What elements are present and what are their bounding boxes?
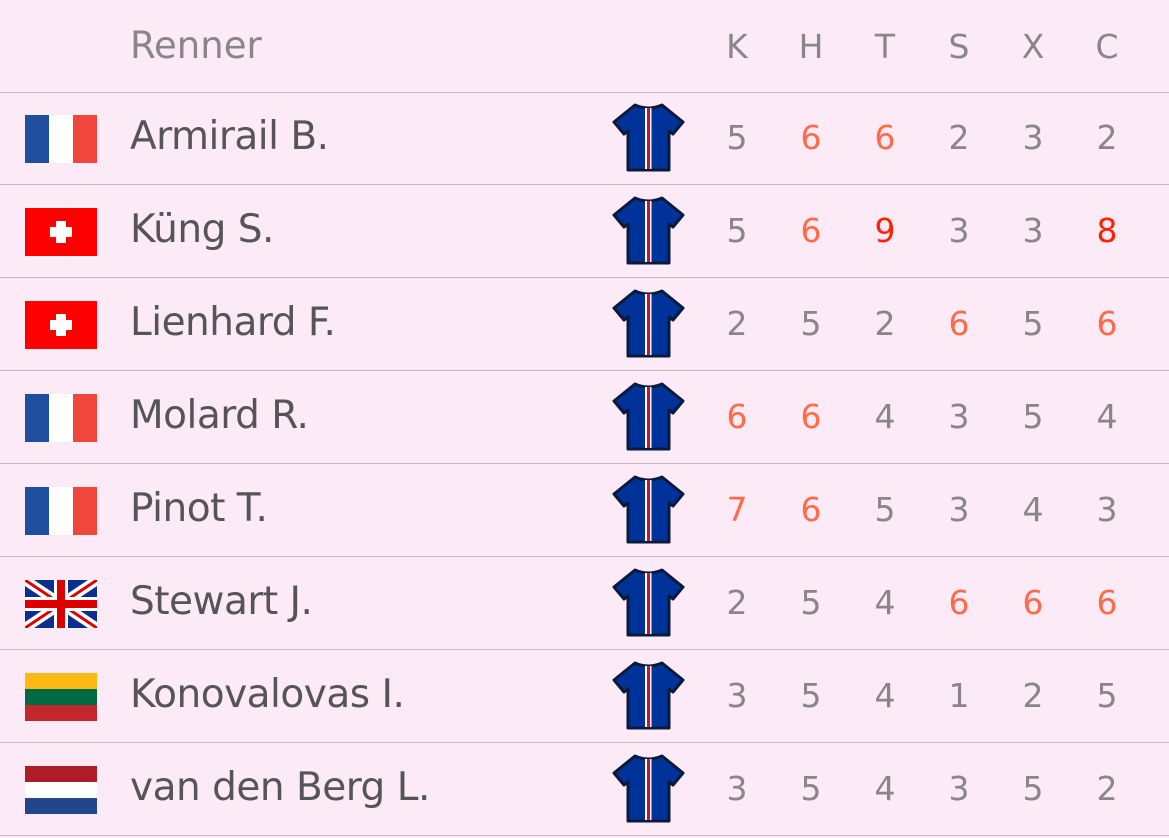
stat-x: 4 (1022, 490, 1044, 529)
rider-name[interactable]: Konovalovas I. (130, 672, 405, 717)
stat-k: 2 (726, 304, 748, 343)
stat-k: 5 (726, 118, 748, 157)
stat-k: 3 (726, 676, 748, 715)
table-row[interactable]: Konovalovas I. 3 5 4 1 2 5 (0, 650, 1169, 743)
team-jersey-icon (611, 381, 686, 453)
stat-h: 6 (800, 397, 822, 436)
stat-c: 3 (1096, 490, 1118, 529)
rider-name[interactable]: Pinot T. (130, 486, 268, 531)
flag-united-kingdom-icon (25, 580, 97, 628)
rider-name[interactable]: Stewart J. (130, 579, 313, 624)
stat-t: 6 (874, 118, 896, 157)
stat-x: 6 (1022, 583, 1044, 622)
stat-h: 5 (800, 583, 822, 622)
stat-x: 5 (1022, 397, 1044, 436)
column-header-c[interactable]: C (1095, 27, 1119, 66)
stat-t: 5 (874, 490, 896, 529)
flag-netherlands-icon (25, 766, 97, 814)
stat-s: 3 (948, 211, 970, 250)
rider-name[interactable]: Molard R. (130, 393, 309, 438)
stat-k: 6 (726, 397, 748, 436)
flag-switzerland-icon (25, 208, 97, 256)
team-jersey-icon (611, 288, 686, 360)
stat-t: 9 (874, 211, 896, 250)
stat-c: 6 (1096, 304, 1118, 343)
table-row[interactable]: Molard R. 6 6 4 3 5 4 (0, 371, 1169, 464)
stat-t: 4 (874, 769, 896, 808)
table-header: Renner K H T S X C (0, 0, 1169, 93)
rider-name[interactable]: Küng S. (130, 207, 274, 252)
stat-x: 2 (1022, 676, 1044, 715)
table-row[interactable]: van den Berg L. 3 5 4 3 5 2 (0, 743, 1169, 836)
stat-k: 2 (726, 583, 748, 622)
stat-s: 6 (948, 304, 970, 343)
stat-c: 5 (1096, 676, 1118, 715)
stat-k: 3 (726, 769, 748, 808)
team-jersey-icon (611, 474, 686, 546)
column-header-h[interactable]: H (798, 27, 824, 66)
flag-france-icon (25, 115, 97, 163)
stat-h: 6 (800, 211, 822, 250)
rider-column-header[interactable]: Renner (130, 24, 262, 67)
stat-k: 5 (726, 211, 748, 250)
stat-s: 2 (948, 118, 970, 157)
stat-s: 6 (948, 583, 970, 622)
team-jersey-icon (611, 753, 686, 825)
stat-s: 3 (948, 397, 970, 436)
table-row[interactable]: Lienhard F. 2 5 2 6 5 6 (0, 278, 1169, 371)
table-row[interactable]: Pinot T. 7 6 5 3 4 3 (0, 464, 1169, 557)
flag-switzerland-icon (25, 301, 97, 349)
stat-h: 5 (800, 769, 822, 808)
table-row[interactable]: Armirail B. 5 6 6 2 3 2 (0, 92, 1169, 185)
stat-x: 3 (1022, 211, 1044, 250)
stat-t: 4 (874, 397, 896, 436)
flag-france-icon (25, 394, 97, 442)
stat-c: 8 (1096, 211, 1118, 250)
stat-h: 5 (800, 676, 822, 715)
table-row[interactable]: Küng S. 5 6 9 3 3 8 (0, 185, 1169, 278)
team-jersey-icon (611, 567, 686, 639)
stat-x: 5 (1022, 304, 1044, 343)
column-header-s[interactable]: S (948, 27, 970, 66)
table-row[interactable]: Stewart J. 2 5 4 6 6 6 (0, 557, 1169, 650)
stat-s: 1 (948, 676, 970, 715)
stat-h: 6 (800, 118, 822, 157)
team-jersey-icon (611, 102, 686, 174)
stat-c: 4 (1096, 397, 1118, 436)
column-header-x[interactable]: X (1021, 27, 1045, 66)
flag-france-icon (25, 487, 97, 535)
stat-k: 7 (726, 490, 748, 529)
team-jersey-icon (611, 195, 686, 267)
stat-h: 5 (800, 304, 822, 343)
stat-c: 2 (1096, 769, 1118, 808)
stat-t: 4 (874, 583, 896, 622)
stat-c: 2 (1096, 118, 1118, 157)
stat-t: 4 (874, 676, 896, 715)
rider-name[interactable]: van den Berg L. (130, 765, 430, 810)
column-header-t[interactable]: T (874, 27, 896, 66)
stat-t: 2 (874, 304, 896, 343)
rider-name[interactable]: Lienhard F. (130, 300, 336, 345)
stat-x: 3 (1022, 118, 1044, 157)
stat-x: 5 (1022, 769, 1044, 808)
rider-name[interactable]: Armirail B. (130, 114, 329, 159)
stat-c: 6 (1096, 583, 1118, 622)
stat-h: 6 (800, 490, 822, 529)
column-header-k[interactable]: K (726, 27, 748, 66)
stat-s: 3 (948, 769, 970, 808)
stat-s: 3 (948, 490, 970, 529)
team-jersey-icon (611, 660, 686, 732)
flag-lithuania-icon (25, 673, 97, 721)
